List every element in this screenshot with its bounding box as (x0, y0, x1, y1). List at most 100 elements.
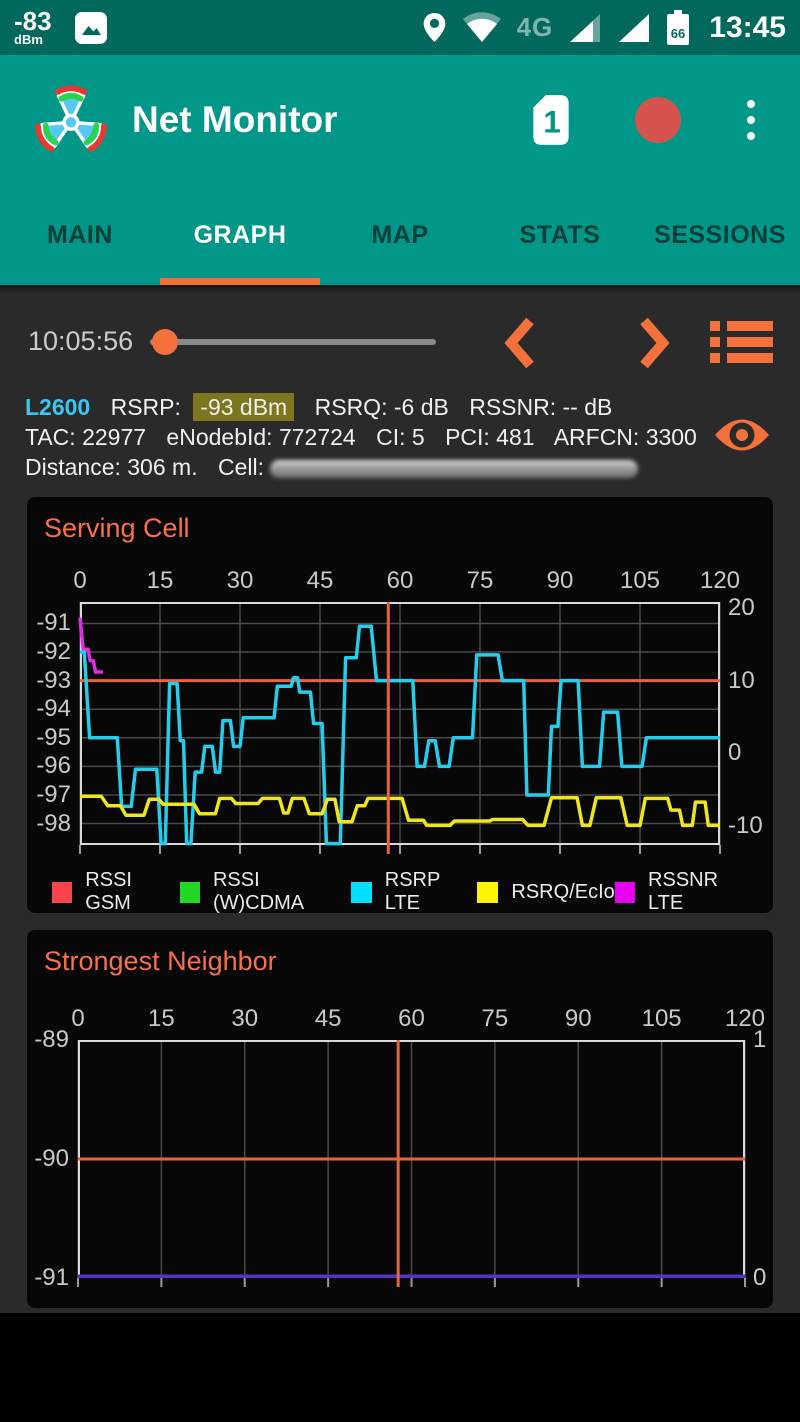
cell-signal-icon-sim2 (619, 13, 650, 42)
legend-label: RSSNR LTE (648, 869, 719, 914)
y-left-tick-label: -92 (36, 638, 71, 666)
overflow-dot (747, 132, 755, 140)
status-bar: -83 dBm 4G (0, 0, 800, 55)
playback-slider-track[interactable] (150, 339, 436, 345)
ci-value: CI: 5 (376, 424, 425, 450)
legend-item: RSRP LTE (351, 869, 477, 915)
list-icon-row (710, 337, 773, 347)
app-bar: Net Monitor 1 (0, 55, 800, 185)
rssnr-value: RSSNR: -- dB (469, 394, 613, 420)
x-tick-label: 0 (71, 1005, 85, 1032)
y-right-tick-label: 20 (728, 593, 755, 621)
serving-cell-chart: 0 15 30 45 60 75 90 105 120 -91 -92 -93 -94 -95 -96 -97… (27, 497, 773, 913)
x-tick-label: 105 (641, 1005, 682, 1032)
overflow-dot (747, 116, 755, 124)
neighbor-plot-area (77, 1040, 746, 1287)
location-icon (423, 13, 445, 42)
tab-graph[interactable]: GRAPH (193, 220, 287, 249)
cell-info-line2: TAC: 22977 eNodebId: 772724 CI: 5 PCI: 4… (25, 422, 705, 452)
record-button[interactable] (635, 97, 681, 143)
serving-cell-legend: RSSI GSM RSSI (W)CDMA RSRP LTE RSRQ/EcIo RSS… (52, 869, 755, 914)
cell-info-line1: L2600 RSRP: -93 dBm RSRQ: -6 dB RSSNR: -… (25, 392, 705, 422)
overflow-dot (747, 100, 755, 108)
legend-item: RSSI GSM (52, 869, 180, 915)
serving-plot-area (78, 602, 721, 854)
signal-dbm-value: -83 (14, 6, 52, 36)
cell-info-line3: Distance: 306 m. Cell: (25, 452, 705, 482)
network-type-badge: 4G (516, 12, 554, 42)
tac-value: TAC: 22977 (25, 424, 147, 450)
app-title: Net Monitor (132, 99, 338, 140)
sim-card-icon[interactable]: 1 (531, 93, 571, 147)
legend-label: RSRQ/EcIo (511, 880, 615, 903)
tab-map[interactable]: MAP (371, 220, 429, 249)
playback-slider-thumb[interactable] (152, 329, 178, 355)
tab-stats[interactable]: STATS (519, 220, 601, 249)
x-tick-label: 120 (724, 1005, 766, 1032)
x-tick-label: 45 (306, 567, 334, 594)
sim-slot-number: 1 (543, 104, 560, 139)
list-icon-row (710, 353, 773, 363)
legend-item: RSSI (W)CDMA (179, 869, 352, 915)
log-list-button[interactable] (710, 321, 773, 363)
y-left-tick-label: -93 (36, 666, 71, 694)
y-left-tick-label: -90 (34, 1145, 69, 1172)
android-navigation-bar (0, 1313, 800, 1422)
x-tick-label: 120 (699, 567, 741, 594)
y-right-tick-label: 0 (753, 1264, 767, 1291)
signal-strength-readout: -83 dBm (14, 6, 52, 47)
tab-sessions[interactable]: SESSIONS (654, 220, 786, 249)
playback-time-label: 10:05:56 (28, 326, 134, 356)
cell-id-label: Cell: (217, 454, 264, 480)
y-left-tick-label: -97 (36, 780, 71, 808)
y-left-tick-label: -96 (36, 752, 71, 780)
serving-cell-card: Serving Cell 0 15 30 45 60 75 90 105 120 -91 -92 -9… (27, 497, 773, 914)
y-right-tick-label: 1 (753, 1026, 767, 1053)
battery-percent: 66 (671, 26, 685, 41)
legend-swatch-icon (52, 881, 73, 903)
x-tick-label: 30 (231, 1005, 259, 1032)
y-left-tick-label: -89 (34, 1026, 69, 1053)
status-bar-icons: 4G 66 13:45 (422, 9, 786, 46)
appbar-shadow (0, 285, 800, 295)
active-tab-indicator (160, 278, 320, 285)
list-icon-row (710, 321, 773, 331)
legend-label: RSSI (W)CDMA (212, 869, 305, 914)
app-logo-icon (35, 85, 107, 152)
cell-signal-icon-sim1 (570, 13, 601, 42)
y-right-tick-label: 0 (728, 739, 742, 767)
y-right-tick-label: -10 (728, 812, 763, 840)
y-left-tick-label: -95 (36, 723, 71, 751)
x-tick-label: 60 (386, 567, 414, 594)
screenshot-notification-icon (74, 11, 107, 44)
pci-value: PCI: 481 (445, 424, 535, 450)
next-sample-button[interactable] (636, 315, 672, 371)
cell-id-redacted (270, 459, 638, 478)
y-right-tick-label: 10 (728, 666, 755, 694)
serving-cell-title: Serving Cell (44, 513, 190, 543)
x-tick-label: 75 (466, 567, 494, 594)
legend-swatch-icon (351, 881, 372, 903)
network-band-label: L2600 (25, 394, 91, 420)
cell-info-block: L2600 RSRP: -93 dBm RSRQ: -6 dB RSSNR: -… (25, 392, 705, 482)
previous-sample-button[interactable] (502, 315, 538, 371)
overflow-menu-icon[interactable] (747, 100, 755, 140)
strongest-neighbor-title: Strongest Neighbor (44, 946, 277, 976)
legend-item: RSRQ/EcIo (477, 880, 615, 904)
x-tick-label: 30 (226, 567, 254, 594)
rsrp-label: RSRP: (110, 394, 181, 420)
x-tick-label: 90 (546, 567, 574, 594)
visibility-eye-button[interactable] (712, 411, 772, 459)
y-left-tick-label: -98 (36, 809, 71, 837)
x-tick-label: 15 (148, 1005, 175, 1032)
legend-label: RSSI GSM (85, 869, 132, 914)
legend-swatch-icon (477, 881, 499, 903)
enodebid-value: eNodebId: 772724 (166, 424, 356, 450)
signal-dbm-unit: dBm (14, 32, 43, 47)
legend-label: RSRP LTE (384, 869, 440, 914)
legend-swatch-icon (614, 881, 636, 903)
rsrp-value-highlighted: -93 dBm (193, 393, 295, 421)
tab-main[interactable]: MAIN (47, 220, 113, 249)
clock: 13:45 (709, 10, 786, 44)
